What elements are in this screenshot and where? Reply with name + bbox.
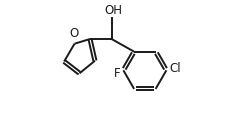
Text: Cl: Cl [168,62,180,75]
Text: OH: OH [104,4,121,17]
Text: O: O [69,27,78,40]
Text: F: F [114,67,120,79]
